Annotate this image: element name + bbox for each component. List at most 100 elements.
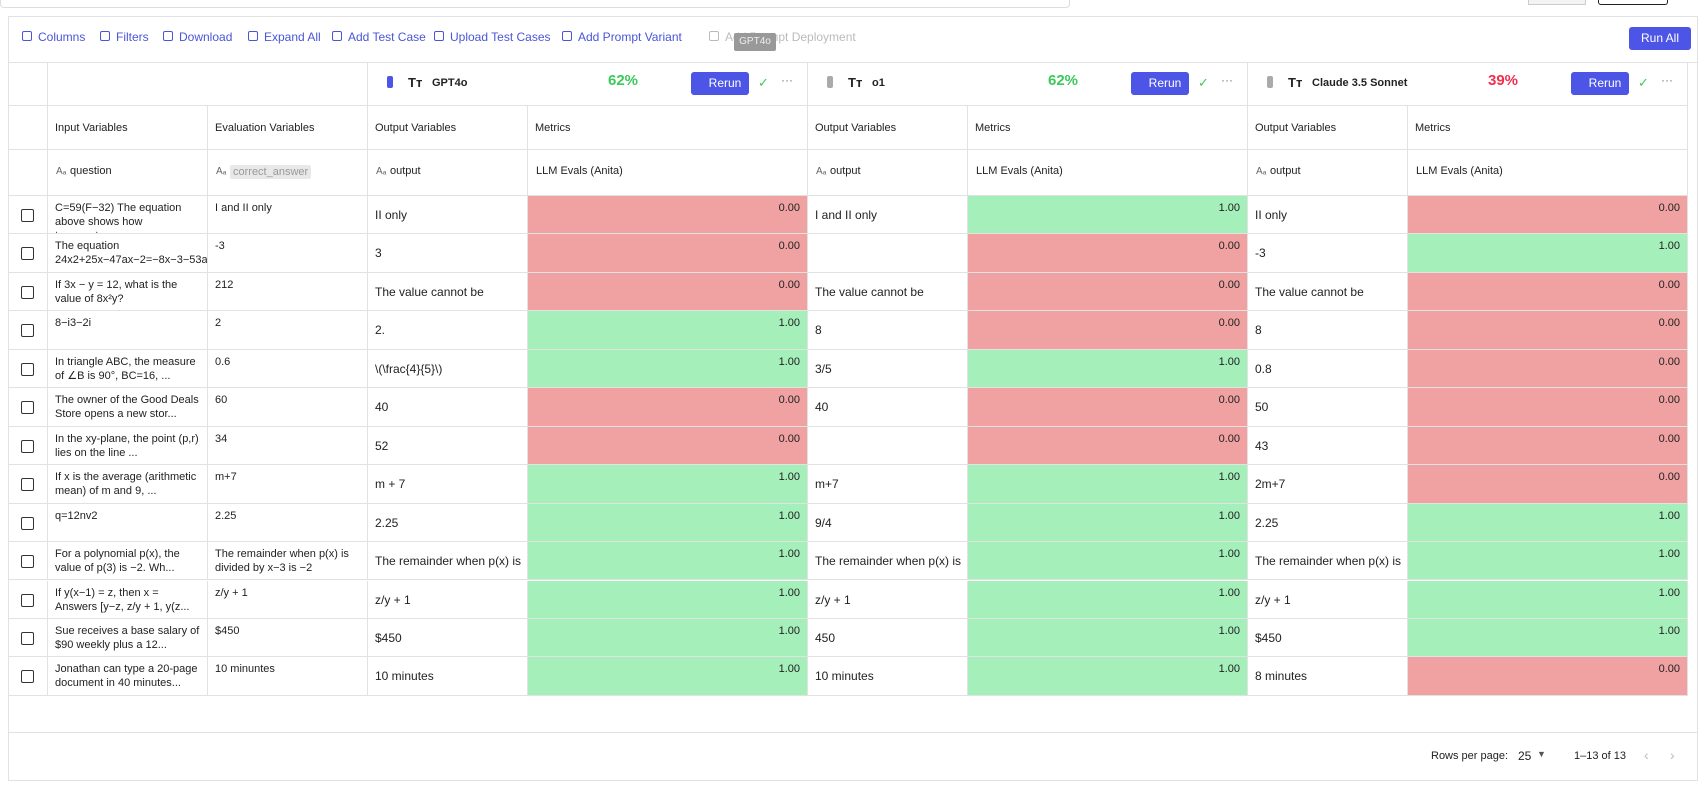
metric-cell: 1.00 bbox=[528, 618, 808, 658]
output-cell: 10 minutes bbox=[368, 657, 528, 696]
row-checkbox-cell bbox=[8, 388, 48, 427]
column-header: Output Variables bbox=[1248, 106, 1408, 150]
toolbar-button[interactable]: Filters bbox=[116, 30, 149, 44]
toolbar-button[interactable]: Upload Test Cases bbox=[450, 30, 551, 44]
button[interactable] bbox=[1598, 0, 1668, 5]
row-checkbox[interactable] bbox=[21, 209, 34, 222]
output-cell: $450 bbox=[1248, 618, 1408, 658]
question-cell: Sue receives a base salary of $90 weekly… bbox=[48, 618, 208, 658]
header-cell bbox=[48, 62, 368, 106]
pin-icon[interactable] bbox=[1267, 76, 1273, 88]
more-icon[interactable]: ··· bbox=[1661, 73, 1673, 87]
output-cell: II only bbox=[1248, 196, 1408, 235]
metric-cell: 0.00 bbox=[528, 234, 808, 273]
variant-name: Claude 3.5 Sonnet bbox=[1312, 77, 1408, 89]
toolbar-button[interactable]: Columns bbox=[38, 30, 86, 44]
metric-cell: 0.00 bbox=[968, 311, 1248, 350]
output-cell: z/y + 1 bbox=[808, 580, 968, 619]
row-checkbox[interactable] bbox=[21, 478, 34, 492]
metric-cell: 0.00 bbox=[1408, 196, 1688, 235]
pin-icon[interactable] bbox=[387, 76, 393, 88]
toolbar-button[interactable]: Add Test Case bbox=[348, 30, 426, 44]
metric-cell: 1.00 bbox=[1408, 580, 1688, 619]
prev-page[interactable]: ‹ bbox=[1644, 747, 1649, 763]
variable-cell bbox=[48, 150, 208, 196]
answer-cell: 60 bbox=[208, 388, 368, 427]
pin-icon[interactable] bbox=[827, 76, 833, 88]
toolbar-button[interactable]: Download bbox=[179, 30, 233, 44]
metric-cell: 0.00 bbox=[1408, 388, 1688, 427]
search-bar bbox=[0, 0, 1070, 8]
row-checkbox[interactable] bbox=[21, 285, 34, 299]
metric-cell: 0.00 bbox=[1408, 426, 1688, 466]
run-all-button[interactable]: Run All bbox=[1629, 27, 1691, 50]
rerun-button[interactable]: Rerun bbox=[691, 72, 749, 95]
toolbar-icon bbox=[562, 31, 572, 41]
row-checkbox[interactable] bbox=[21, 670, 34, 684]
row-checkbox[interactable] bbox=[21, 555, 34, 569]
header-cell bbox=[8, 62, 48, 106]
metric-cell: 1.00 bbox=[528, 311, 808, 350]
variable-name: output bbox=[1270, 165, 1301, 177]
row-checkbox[interactable] bbox=[21, 593, 34, 607]
metric-cell: 1.00 bbox=[968, 503, 1248, 543]
question-cell: In triangle ABC, the measure of ∠B is 90… bbox=[48, 349, 208, 389]
toolbar-icon bbox=[332, 31, 342, 41]
row-checkbox[interactable] bbox=[21, 516, 34, 530]
row-checkbox[interactable] bbox=[21, 362, 34, 376]
row-checkbox-cell bbox=[8, 542, 48, 581]
check-icon[interactable]: ✓ bbox=[1198, 75, 1209, 90]
row-checkbox[interactable] bbox=[21, 439, 34, 453]
output-cell: 50 bbox=[1248, 388, 1408, 427]
metric-cell: 1.00 bbox=[1408, 618, 1688, 658]
metric-cell: 0.00 bbox=[1408, 657, 1688, 696]
question-cell: The equation 24x2+25x−47ax−2=−8x−3−53a bbox=[48, 234, 208, 273]
next-page[interactable]: › bbox=[1670, 747, 1675, 763]
metric-cell: 0.00 bbox=[968, 388, 1248, 427]
toolbar-button[interactable]: Expand All bbox=[264, 30, 321, 44]
question-cell: The owner of the Good Deals Store opens … bbox=[48, 388, 208, 427]
column-header: Input Variables bbox=[48, 106, 208, 150]
output-cell: 8 bbox=[808, 311, 968, 350]
row-checkbox-cell bbox=[8, 465, 48, 504]
output-cell: 8 bbox=[1248, 311, 1408, 350]
check-icon[interactable]: ✓ bbox=[1638, 75, 1649, 90]
metric-cell: 1.00 bbox=[1408, 542, 1688, 581]
toolbar-button[interactable]: Add Prompt Variant bbox=[578, 30, 682, 44]
type-icon: Aₐ bbox=[1256, 166, 1267, 177]
metric-cell: 1.00 bbox=[968, 465, 1248, 504]
rerun-button[interactable]: Rerun bbox=[1571, 72, 1629, 95]
more-icon[interactable]: ··· bbox=[1221, 73, 1233, 87]
variable-name: correct_answer bbox=[230, 165, 312, 179]
metric-cell: 1.00 bbox=[968, 618, 1248, 658]
rerun-button[interactable]: Rerun bbox=[1131, 72, 1189, 95]
question-cell: 8−i3−2i bbox=[48, 311, 208, 350]
row-checkbox-cell bbox=[8, 272, 48, 312]
dropdown-arrow[interactable]: ▼ bbox=[1537, 749, 1546, 759]
row-checkbox[interactable] bbox=[21, 401, 34, 415]
tooltip: GPT4o bbox=[734, 33, 776, 51]
column-header: Output Variables bbox=[808, 106, 968, 150]
answer-cell: m+7 bbox=[208, 465, 368, 504]
output-cell: 10 minutes bbox=[808, 657, 968, 696]
variable-name: LLM Evals (Anita) bbox=[1416, 165, 1503, 177]
variable-cell bbox=[528, 150, 808, 196]
output-cell: m + 7 bbox=[368, 465, 528, 504]
row-checkbox-cell bbox=[8, 196, 48, 235]
answer-cell: -3 bbox=[208, 234, 368, 273]
toggle[interactable] bbox=[1528, 0, 1586, 5]
row-checkbox[interactable] bbox=[21, 324, 34, 338]
question-cell: If x is the average (arithmetic mean) of… bbox=[48, 465, 208, 504]
variable-name: output bbox=[390, 165, 421, 177]
check-icon[interactable]: ✓ bbox=[758, 75, 769, 90]
metric-cell: 0.00 bbox=[968, 272, 1248, 312]
more-icon[interactable]: ··· bbox=[781, 73, 793, 87]
output-cell: The remainder when p(x) is bbox=[1248, 542, 1408, 581]
output-cell: The value cannot be bbox=[1248, 272, 1408, 312]
metric-cell: 0.00 bbox=[528, 426, 808, 466]
rows-per-page-select[interactable]: 25 bbox=[1518, 749, 1532, 763]
row-checkbox[interactable] bbox=[21, 247, 34, 261]
row-checkbox[interactable] bbox=[21, 631, 34, 645]
output-cell: 52 bbox=[368, 426, 528, 466]
